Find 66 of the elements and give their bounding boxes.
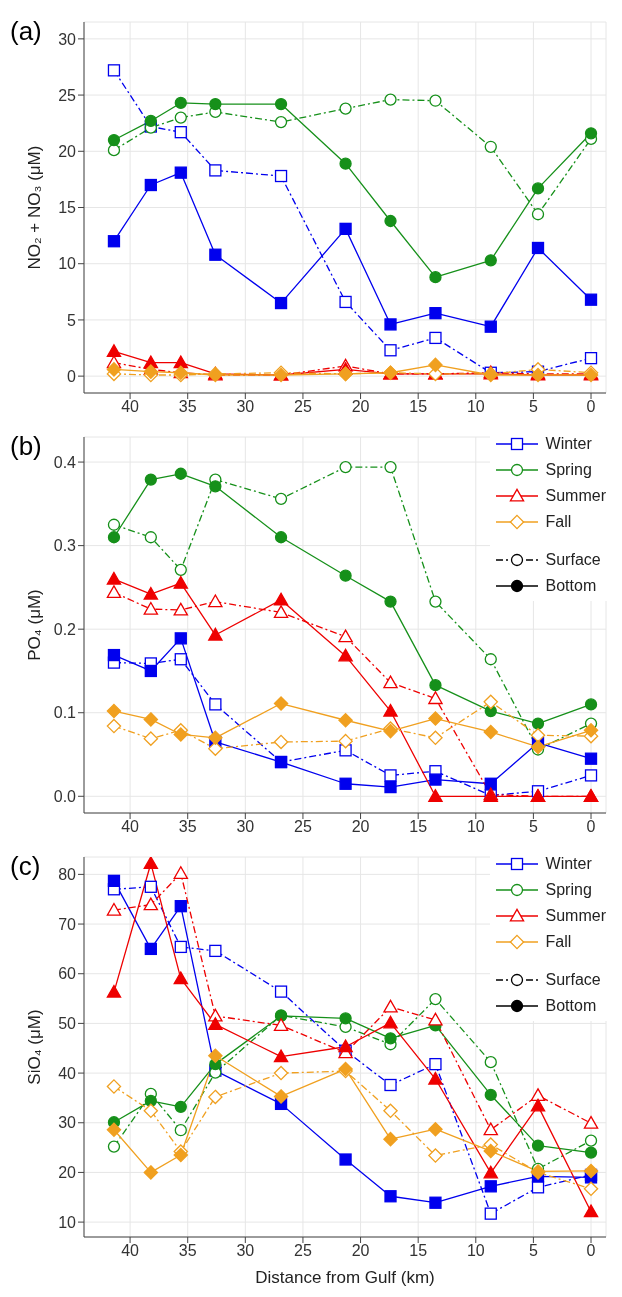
legend-label: Spring <box>545 461 592 479</box>
y-axis-title: SiO₄ (μM) <box>25 1009 45 1085</box>
chart-title: (b) <box>10 431 42 462</box>
x-tick-label: 10 <box>466 1242 485 1260</box>
x-tick-label: 30 <box>236 818 255 836</box>
chart-title: (a) <box>10 16 42 47</box>
x-tick-label: 0 <box>586 398 596 416</box>
x-tick-label: 30 <box>236 398 255 416</box>
legend-label: Fall <box>545 933 572 951</box>
y-tick-label: 0 <box>67 367 77 385</box>
x-tick-label: 35 <box>178 398 197 416</box>
legend-label: Fall <box>545 513 572 531</box>
y-tick-label: 0.2 <box>53 620 77 638</box>
x-tick-label: 20 <box>351 398 370 416</box>
legend-label: Winter <box>545 435 592 453</box>
x-tick-label: 5 <box>528 818 538 836</box>
y-tick-label: 0.4 <box>53 453 77 471</box>
x-tick-label: 25 <box>294 1242 312 1260</box>
x-tick-label: 0 <box>586 818 596 836</box>
y-tick-label: 40 <box>58 1064 77 1082</box>
x-tick-label: 25 <box>294 398 312 416</box>
y-tick-label: 70 <box>58 915 77 933</box>
y-tick-label: 20 <box>58 1164 77 1182</box>
y-tick-label: 30 <box>58 30 77 48</box>
x-tick-label: 5 <box>528 398 538 416</box>
annotation: Surface <box>545 971 601 989</box>
y-tick-label: 0.3 <box>53 537 77 555</box>
annotation: Bottom <box>545 577 597 595</box>
y-tick-label: 20 <box>58 142 77 160</box>
x-tick-label: 40 <box>121 1242 140 1260</box>
y-tick-label: 60 <box>58 965 77 983</box>
x-tick-label: 35 <box>178 818 197 836</box>
x-tick-label: 40 <box>121 398 140 416</box>
y-axis-title: PO₄ (μM) <box>25 589 45 661</box>
y-tick-label: 10 <box>58 1213 77 1231</box>
x-tick-label: 0 <box>586 1242 596 1260</box>
legend-label: Summer <box>545 907 606 925</box>
x-tick-label: 20 <box>351 818 370 836</box>
y-tick-label: 25 <box>58 86 77 104</box>
x-tick-label: 35 <box>178 1242 197 1260</box>
x-tick-label: 10 <box>466 398 485 416</box>
legend-label: Spring <box>545 881 592 899</box>
y-tick-label: 50 <box>58 1015 77 1033</box>
annotation: Bottom <box>545 997 597 1015</box>
chart-title: (c) <box>10 851 41 882</box>
x-tick-label: 40 <box>121 818 140 836</box>
x-tick-label: 10 <box>466 818 485 836</box>
y-axis-title: NO₂ + NO₃ (μM) <box>25 145 45 270</box>
x-tick-label: 15 <box>409 818 428 836</box>
y-tick-label: 10 <box>58 255 77 273</box>
y-tick-label: 80 <box>58 866 77 884</box>
y-tick-label: 5 <box>67 311 77 329</box>
x-tick-label: 15 <box>409 1242 428 1260</box>
x-tick-label: 5 <box>528 1242 538 1260</box>
x-axis-title: Distance from Gulf (km) <box>255 1268 435 1288</box>
y-tick-label: 15 <box>58 199 77 217</box>
x-tick-label: 25 <box>294 818 312 836</box>
annotation: Surface <box>545 551 601 569</box>
x-tick-label: 30 <box>236 1242 255 1260</box>
y-tick-label: 0.1 <box>53 704 77 722</box>
legend-label: Winter <box>545 855 592 873</box>
y-tick-label: 0.0 <box>53 787 77 805</box>
y-tick-label: 30 <box>58 1114 77 1132</box>
x-tick-label: 20 <box>351 1242 370 1260</box>
legend-label: Summer <box>545 487 606 505</box>
x-tick-label: 15 <box>409 398 428 416</box>
